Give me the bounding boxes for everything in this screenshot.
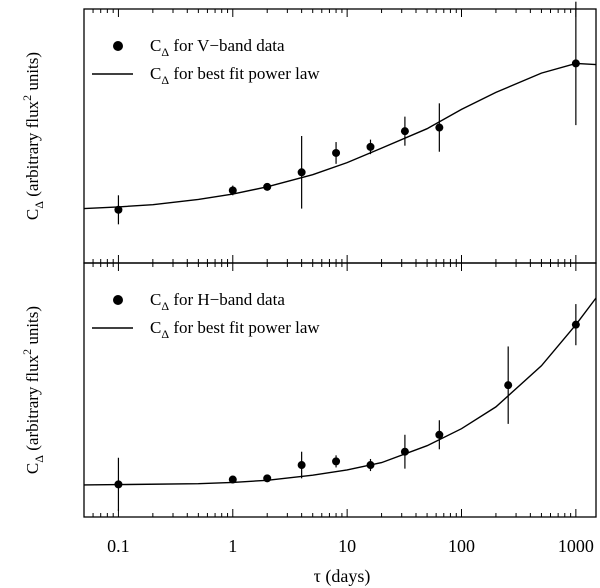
bottom-data-point bbox=[435, 430, 444, 439]
bottom-data-point bbox=[571, 320, 580, 329]
bottom-panel: CΔ for H−band data CΔ for best fit power … bbox=[20, 262, 597, 518]
x-tick-label: 1 bbox=[228, 536, 237, 556]
x-tick-label: 1000 bbox=[558, 536, 594, 556]
x-tick-label: 100 bbox=[448, 536, 475, 556]
top-data-point bbox=[332, 148, 341, 157]
bottom-data-point bbox=[297, 461, 306, 470]
bottom-y-axis-label: CΔ (arbitrary flux2 units) bbox=[20, 306, 46, 474]
top-data-point bbox=[114, 205, 123, 214]
bottom-panel-frame bbox=[83, 262, 597, 518]
x-tick-label: 0.1 bbox=[107, 536, 130, 556]
top-panel: CΔ for V−band data CΔ for best fit power … bbox=[20, 1, 597, 264]
x-tick-label: 10 bbox=[338, 536, 356, 556]
bottom-data-point bbox=[263, 474, 272, 483]
bottom-fit-line bbox=[84, 297, 596, 486]
top-data-point bbox=[263, 182, 272, 191]
bottom-legend: CΔ for H−band data CΔ for best fit power … bbox=[92, 290, 320, 341]
bottom-data-point bbox=[114, 480, 123, 489]
bottom-data-point bbox=[504, 381, 513, 390]
legend-marker-points bbox=[113, 295, 123, 305]
legend-entry: CΔ for H−band data bbox=[150, 290, 285, 313]
top-data-point bbox=[571, 59, 580, 68]
legend-entry: CΔ for V−band data bbox=[150, 36, 285, 59]
top-data-point bbox=[297, 168, 306, 177]
legend-entry: CΔ for best fit power law bbox=[150, 64, 320, 87]
legend-marker-points bbox=[113, 41, 123, 51]
legend-entry: CΔ for best fit power law bbox=[150, 318, 320, 341]
bottom-data-point bbox=[228, 475, 237, 484]
top-data-point bbox=[366, 142, 375, 151]
top-fit-line bbox=[84, 62, 596, 210]
top-data-point bbox=[228, 186, 237, 195]
top-y-axis-label: CΔ (arbitrary flux2 units) bbox=[20, 52, 46, 220]
top-legend: CΔ for V−band data CΔ for best fit power … bbox=[92, 36, 320, 87]
bottom-data-point bbox=[366, 461, 375, 470]
bottom-data-point bbox=[332, 457, 341, 466]
top-data-point bbox=[400, 127, 409, 136]
x-axis-label: τ (days) bbox=[314, 566, 371, 587]
bottom-data-point bbox=[400, 447, 409, 456]
top-data-point bbox=[435, 123, 444, 132]
